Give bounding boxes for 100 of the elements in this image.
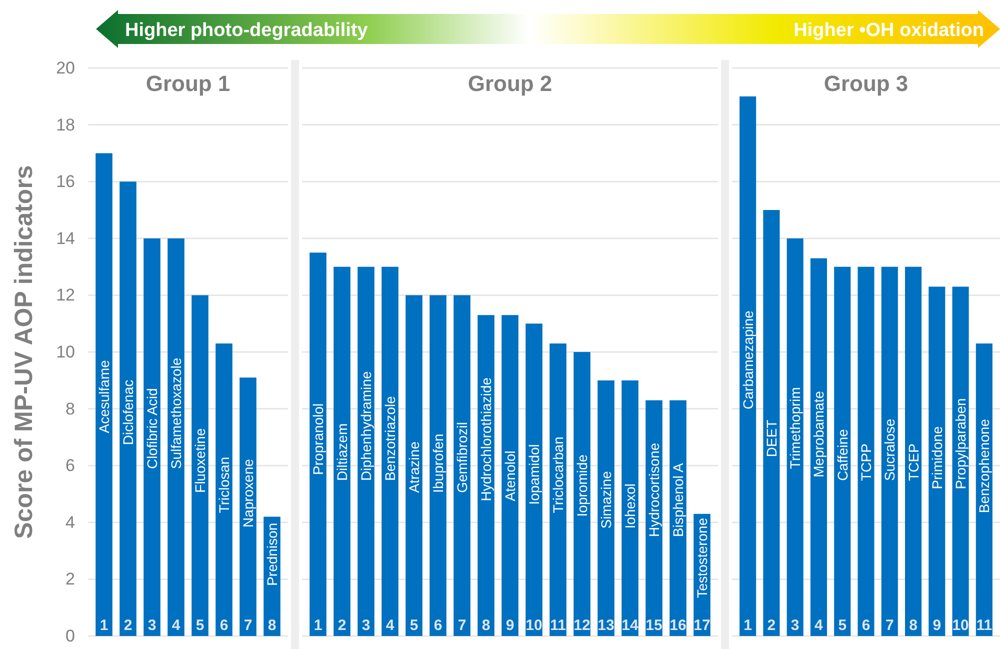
annotation: 16 — [670, 617, 686, 634]
y-tick-label: 6 — [66, 456, 75, 476]
category-label: Propranolol — [310, 403, 326, 475]
category-label: Carbamezapine — [740, 310, 756, 410]
x-tick-label: Triclosan — [216, 456, 232, 514]
bar — [120, 182, 136, 636]
category-label: Gemfibrozil — [454, 422, 470, 493]
x-tick-label: Sulfamethoxazole — [168, 358, 184, 470]
annotation: 11 — [550, 617, 566, 634]
category-label: Hydrocortisone — [646, 442, 662, 537]
category-label: Primidone — [928, 426, 945, 490]
annotation: 2 — [338, 617, 346, 634]
bar — [881, 266, 898, 636]
bar — [192, 295, 208, 636]
annotation: 14 — [622, 617, 639, 634]
bar — [168, 238, 184, 636]
annotation: 1 — [744, 617, 752, 634]
annotation: 10 — [952, 617, 969, 634]
annotation: 2 — [124, 617, 132, 634]
x-tick-label: Acesulfame — [96, 360, 112, 434]
y-tick-label: 4 — [66, 512, 75, 532]
annotation: 6 — [862, 617, 870, 634]
category-label: TCEP — [905, 444, 922, 481]
bar — [928, 286, 946, 636]
category-label: Hydrochlorothiazide — [478, 377, 494, 502]
bar — [406, 295, 422, 636]
category-label: Iopamidol — [526, 444, 542, 505]
x-tick-label: Fluoxetine — [192, 428, 208, 493]
category-label: Iopromide — [574, 454, 590, 517]
category-label: Propylparaben — [952, 398, 969, 490]
annotation: 7 — [885, 617, 894, 634]
bar — [763, 210, 780, 636]
category-label: Benzophenone — [976, 418, 992, 514]
bar — [382, 266, 398, 636]
annotation: 17 — [694, 617, 710, 634]
category-label: Trimethoprim — [787, 387, 804, 470]
annotation: 8 — [268, 617, 276, 634]
x-tick-label: Naproxene — [240, 458, 256, 528]
bar — [622, 380, 638, 636]
bar — [96, 153, 112, 636]
category-label: Diltiazem — [334, 423, 350, 481]
bar — [952, 286, 969, 636]
annotation: 5 — [196, 617, 204, 634]
bar — [550, 343, 566, 636]
category-label: Benzotriazole — [382, 396, 398, 481]
chart-title: Group 3 — [824, 71, 908, 96]
y-tick-label: 20 — [56, 58, 75, 78]
chart-title: Group 2 — [468, 71, 552, 96]
x-tick-label: Diclofenac — [120, 380, 136, 446]
annotation: 5 — [410, 617, 418, 634]
annotation: 10 — [526, 617, 542, 634]
bar — [502, 315, 518, 636]
annotation: 11 — [976, 617, 992, 634]
bar — [598, 380, 614, 636]
bar — [786, 238, 804, 636]
category-label: Simazine — [598, 471, 614, 529]
category-label: Testosterone — [694, 518, 710, 598]
annotation: 7 — [244, 617, 252, 634]
y-tick-label: 0 — [66, 626, 75, 646]
annotation: 3 — [790, 617, 800, 634]
annotation: 6 — [434, 617, 442, 634]
category-label: Atenolol — [502, 450, 518, 502]
annotation: 1 — [100, 617, 108, 634]
bar — [454, 295, 470, 636]
bar — [740, 96, 756, 636]
annotation: 4 — [172, 617, 181, 634]
bar — [358, 266, 374, 636]
annotation: 1 — [314, 617, 322, 634]
y-tick-label: 14 — [56, 228, 75, 248]
annotation: 7 — [458, 617, 466, 634]
category-label: Ibuprofen — [430, 434, 446, 493]
category-label: Iohexol — [622, 483, 638, 529]
category-label: Bisphenol A — [670, 463, 686, 537]
annotation: 3 — [148, 617, 156, 634]
y-tick-label: 16 — [56, 172, 75, 192]
annotation: 6 — [220, 617, 228, 634]
bar — [834, 266, 851, 636]
annotation: 9 — [506, 617, 514, 634]
annotation: 2 — [767, 617, 776, 634]
bar — [976, 343, 992, 636]
bar — [144, 238, 160, 636]
annotation: 4 — [814, 617, 824, 634]
bar — [858, 266, 874, 636]
annotation: 13 — [598, 617, 614, 634]
category-label: Meprobamate — [810, 390, 827, 478]
annotation: 4 — [386, 617, 395, 634]
bar — [810, 258, 827, 636]
annotation: 8 — [909, 617, 918, 634]
bar — [334, 266, 350, 636]
annotation: 3 — [362, 617, 370, 634]
y-tick-label: 18 — [56, 115, 75, 134]
bar — [905, 266, 922, 636]
category-label: Caffeine — [834, 429, 850, 481]
category-label: Triclocarban — [550, 436, 566, 514]
y-axis-title: Score of MP-UV AOP indicators — [10, 165, 38, 539]
annotation: 9 — [932, 617, 942, 634]
bar — [310, 252, 326, 636]
bar — [670, 400, 686, 636]
category-label: DEET — [763, 420, 780, 458]
category-label: Atrazine — [406, 442, 422, 493]
